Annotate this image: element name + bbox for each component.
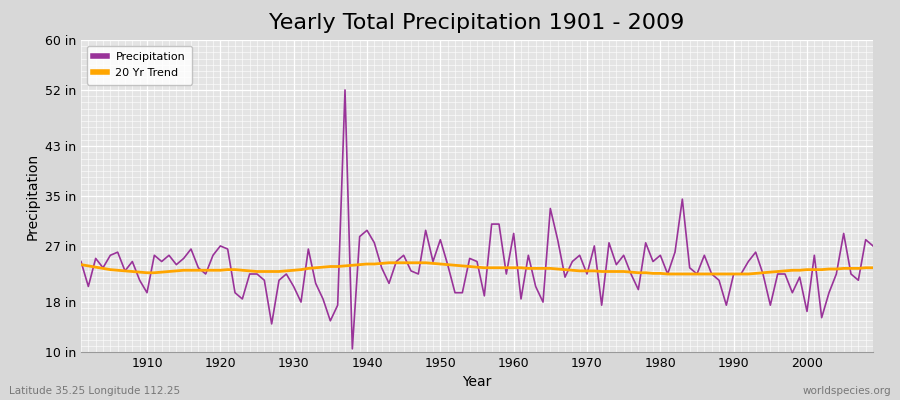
- 20 Yr Trend: [383, 260, 394, 265]
- 20 Yr Trend: [508, 265, 519, 270]
- Precipitation: [339, 88, 350, 92]
- Precipitation: [516, 296, 526, 301]
- Precipitation: [295, 300, 306, 304]
- 20 Yr Trend: [662, 272, 673, 276]
- 20 Yr Trend: [295, 267, 306, 272]
- Line: 20 Yr Trend: 20 Yr Trend: [81, 263, 873, 274]
- 20 Yr Trend: [516, 265, 526, 270]
- 20 Yr Trend: [339, 264, 350, 268]
- Title: Yearly Total Precipitation 1901 - 2009: Yearly Total Precipitation 1901 - 2009: [269, 13, 685, 33]
- Line: Precipitation: Precipitation: [81, 90, 873, 349]
- Precipitation: [523, 253, 534, 258]
- Text: Latitude 35.25 Longitude 112.25: Latitude 35.25 Longitude 112.25: [9, 386, 180, 396]
- 20 Yr Trend: [134, 270, 145, 274]
- Precipitation: [355, 234, 365, 239]
- Legend: Precipitation, 20 Yr Trend: Precipitation, 20 Yr Trend: [86, 46, 192, 85]
- Precipitation: [868, 244, 878, 248]
- 20 Yr Trend: [868, 265, 878, 270]
- Y-axis label: Precipitation: Precipitation: [25, 152, 40, 240]
- Precipitation: [76, 259, 86, 264]
- Text: worldspecies.org: worldspecies.org: [803, 386, 891, 396]
- X-axis label: Year: Year: [463, 376, 491, 390]
- 20 Yr Trend: [604, 269, 615, 274]
- 20 Yr Trend: [76, 262, 86, 267]
- Precipitation: [346, 346, 357, 351]
- Precipitation: [134, 278, 145, 283]
- Precipitation: [611, 262, 622, 267]
